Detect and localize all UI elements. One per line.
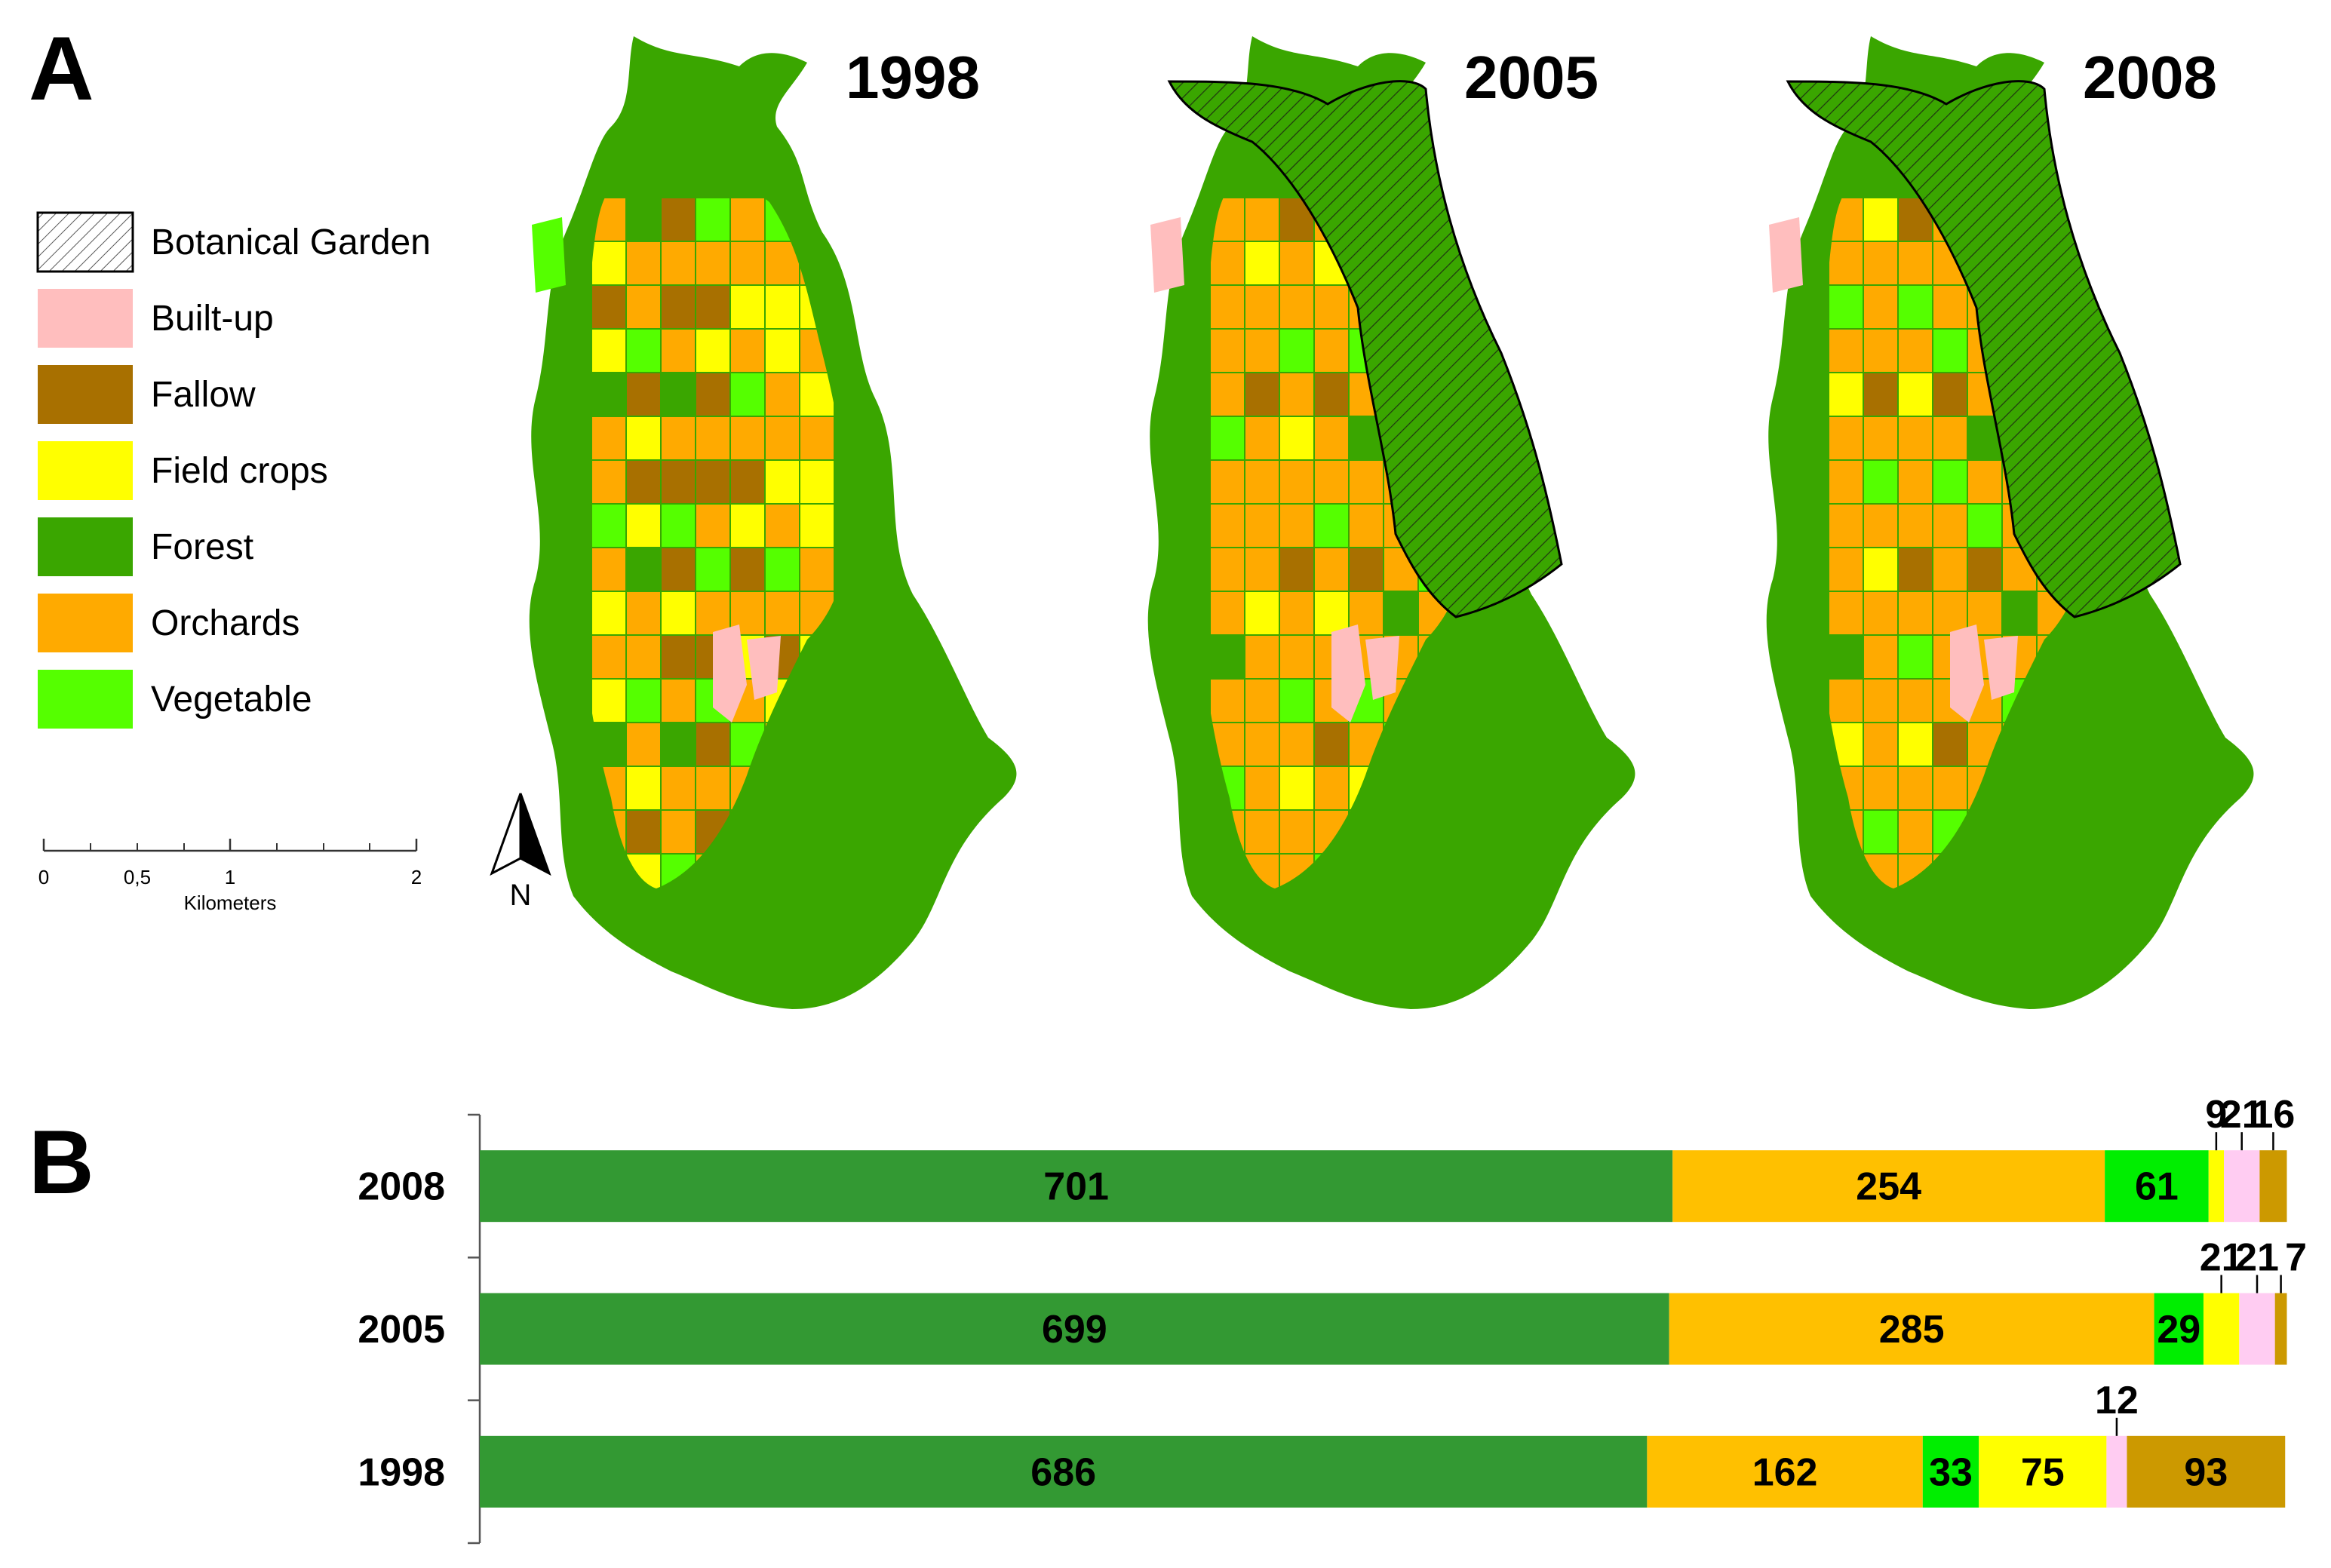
map-built-up	[1769, 217, 1803, 293]
data-label-built_up: 21	[2220, 1093, 2264, 1137]
panel-label-a: A	[29, 18, 94, 119]
data-label-vegetable: 61	[2135, 1165, 2179, 1209]
bar-segment-forest	[480, 1293, 1669, 1365]
data-label-fallow: 7	[2285, 1236, 2307, 1280]
legend-label-1: Built-up	[151, 299, 274, 339]
map-built-up	[1950, 624, 1984, 723]
data-label-fallow: 93	[2184, 1450, 2228, 1494]
map-built-up	[1984, 636, 2018, 700]
bar-segment-vegetable	[2105, 1150, 2209, 1223]
bar-segment-field_crops	[2203, 1293, 2240, 1365]
bar-segment-orchards	[1669, 1293, 2154, 1365]
map-year-label: 2005	[1464, 44, 1599, 111]
scale-tick-half: 0,5	[124, 866, 151, 888]
bar-segment-built_up	[2239, 1293, 2275, 1365]
map-year-label: 2008	[2083, 44, 2217, 111]
map-year-label: 1998	[846, 44, 980, 111]
scale-tick-0: 0	[38, 866, 49, 888]
data-label-forest: 701	[1043, 1165, 1109, 1209]
map-botanical-garden	[1786, 80, 2182, 618]
bar-segment-field_crops	[2208, 1150, 2225, 1223]
legend-swatch-5	[38, 594, 133, 652]
data-label-field_crops: 21	[2200, 1236, 2243, 1280]
bar-segment-field_crops	[1979, 1435, 2107, 1508]
bar-segment-orchards	[1647, 1435, 1923, 1508]
legend-swatch-1	[38, 289, 133, 348]
category-label: 1998	[358, 1450, 445, 1494]
legend-label-5: Orchards	[151, 603, 299, 643]
bar-segment-built_up	[2106, 1435, 2127, 1508]
legend-label-0: Botanical Garden	[151, 222, 431, 262]
data-label-fallow: 16	[2252, 1093, 2296, 1137]
map-botanical-garden	[1167, 80, 1563, 618]
legend-swatch-0	[36, 211, 134, 273]
scale-tick-1: 1	[225, 866, 235, 888]
map-built-up	[1365, 636, 1399, 700]
data-label-forest: 699	[1042, 1308, 1107, 1352]
bar-segment-vegetable	[1922, 1435, 1979, 1508]
map-built-up	[747, 636, 781, 700]
map-legend: Botanical Garden Built-up Fallow Field crop…	[36, 211, 431, 729]
bar-segment-built_up	[2224, 1150, 2260, 1223]
bar-segment-fallow	[2127, 1435, 2286, 1508]
category-label: 2005	[358, 1308, 445, 1352]
legend-label-6: Vegetable	[151, 680, 312, 720]
data-label-built_up: 21	[2235, 1236, 2279, 1280]
map-1998: 1998	[529, 36, 1017, 1009]
map-built-up	[1331, 624, 1365, 723]
scale-unit: Kilometers	[184, 891, 277, 914]
data-label-field_crops: 75	[2021, 1450, 2065, 1494]
north-label: N	[510, 879, 532, 912]
north-arrow-icon: N	[490, 793, 551, 912]
legend-swatch-6	[38, 670, 133, 729]
bar-segment-vegetable	[2154, 1293, 2204, 1365]
map-built-up	[1150, 217, 1184, 293]
bar-segment-fallow	[2259, 1150, 2287, 1223]
map-built-up	[532, 217, 566, 293]
data-label-orchards: 162	[1752, 1450, 1818, 1494]
bar-segment-forest	[480, 1150, 1673, 1223]
scale-bar: 0 0,5 1 2 Kilometers	[38, 839, 422, 914]
legend-swatch-4	[38, 517, 133, 576]
legend-swatch-2	[38, 365, 133, 424]
category-label: 2008	[358, 1165, 445, 1209]
data-label-field_crops: 9	[2205, 1093, 2227, 1137]
bar-segment-forest	[480, 1435, 1648, 1508]
scale-tick-2: 2	[411, 866, 422, 888]
bar-segment-fallow	[2274, 1293, 2287, 1365]
panel-label-b: B	[29, 1112, 94, 1213]
legend-label-3: Field crops	[151, 451, 328, 491]
data-label-orchards: 254	[1856, 1165, 1921, 1209]
land-use-maps: 1998 2005 2008	[529, 36, 2254, 1009]
legend-label-2: Fallow	[151, 375, 256, 415]
data-label-orchards: 285	[1879, 1308, 1945, 1352]
legend-swatch-3	[38, 441, 133, 500]
data-label-forest: 686	[1030, 1450, 1096, 1494]
map-built-up	[713, 624, 747, 723]
data-label-vegetable: 29	[2157, 1308, 2200, 1352]
data-label-vegetable: 33	[1929, 1450, 1973, 1494]
bar-segment-orchards	[1672, 1150, 2105, 1223]
legend-label-4: Forest	[151, 527, 253, 567]
map-2005: 2005	[1147, 36, 1635, 1009]
data-label-built_up: 12	[2095, 1379, 2139, 1422]
map-2008: 2008	[1766, 36, 2254, 1009]
